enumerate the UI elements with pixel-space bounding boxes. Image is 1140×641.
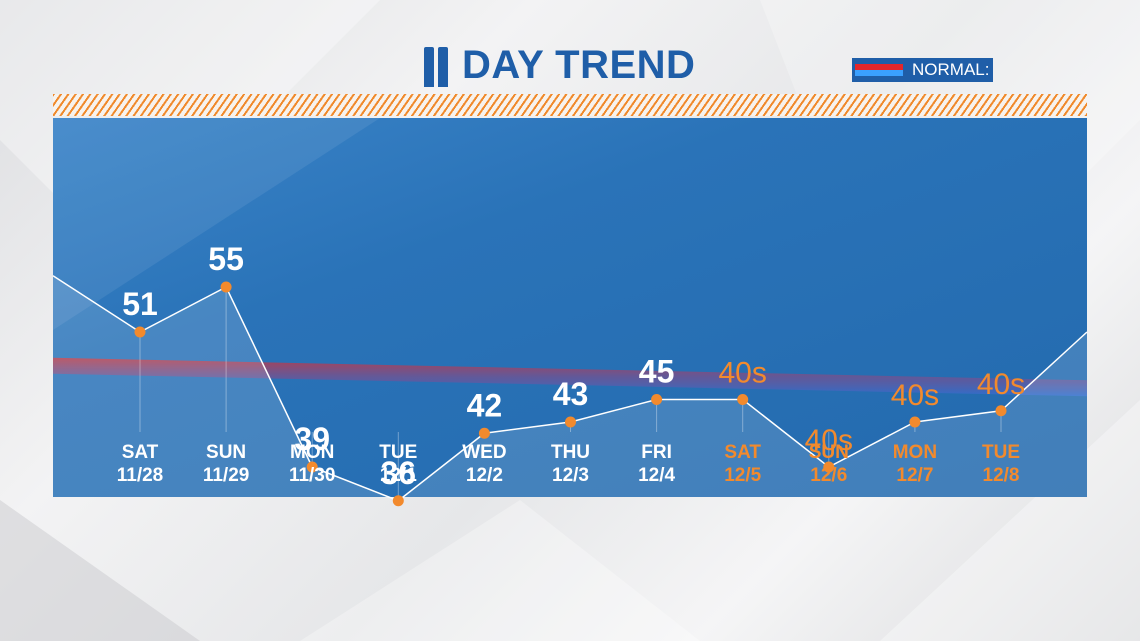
x-tick-date: 12/2 <box>466 465 503 486</box>
x-tick-date: 12/5 <box>724 465 761 486</box>
data-label: 43 <box>553 376 589 412</box>
x-tick-day: WED <box>462 442 506 463</box>
x-tick-date: 12/8 <box>983 465 1020 486</box>
legend-label: NORMAL: <box>912 60 990 79</box>
x-tick-day: SUN <box>206 442 246 463</box>
x-tick-day: TUE <box>379 442 417 463</box>
data-point <box>823 461 835 473</box>
x-tick-day: MON <box>893 442 937 463</box>
data-label: 40s <box>977 368 1025 401</box>
data-point <box>306 461 318 473</box>
title-text: DAY TREND <box>462 43 696 87</box>
data-point <box>737 394 749 405</box>
normal-band <box>53 357 1087 397</box>
x-tick-day: SAT <box>122 442 159 463</box>
x-tick-day: TUE <box>982 442 1020 463</box>
x-tick-day: SUN <box>809 442 849 463</box>
data-point <box>565 416 576 428</box>
data-point <box>220 281 232 293</box>
data-point <box>651 394 663 405</box>
x-tick-date: 11/30 <box>289 465 336 486</box>
data-point <box>392 495 404 507</box>
data-label: 40s <box>719 357 767 390</box>
x-tick-date: 12/4 <box>638 465 675 486</box>
x-tick-date: 12/6 <box>810 465 847 486</box>
11-logo-icon <box>424 43 448 87</box>
x-tick-day: FRI <box>641 442 672 463</box>
orange-stripe-band <box>53 94 1087 116</box>
normal-swatch-icon <box>852 58 906 82</box>
x-tick-date: 11/28 <box>117 465 164 486</box>
data-point <box>478 427 490 439</box>
x-tick-day: MON <box>290 442 334 463</box>
data-point <box>995 405 1007 417</box>
x-tick-day: SAT <box>724 442 761 463</box>
chart-panel <box>53 118 1087 497</box>
data-label: 51 <box>122 286 158 322</box>
data-label: 40s <box>805 424 853 457</box>
data-label: 39 <box>294 421 330 457</box>
x-tick-day: THU <box>551 442 590 463</box>
x-tick-date: 12/1 <box>380 465 417 486</box>
data-label: 42 <box>467 387 503 423</box>
data-point <box>134 326 146 338</box>
data-label: 55 <box>208 241 244 277</box>
x-tick-date: 12/3 <box>552 465 589 486</box>
x-tick-date: 11/29 <box>203 465 250 486</box>
data-point <box>909 416 921 428</box>
trend-area <box>53 275 1087 501</box>
x-tick-date: 12/7 <box>896 465 933 486</box>
data-label: 40s <box>891 379 939 412</box>
chart-title: DAY TREND <box>424 40 695 90</box>
data-label: 45 <box>639 354 675 390</box>
normal-legend: NORMAL: <box>852 58 994 82</box>
data-label: 36 <box>381 455 417 491</box>
